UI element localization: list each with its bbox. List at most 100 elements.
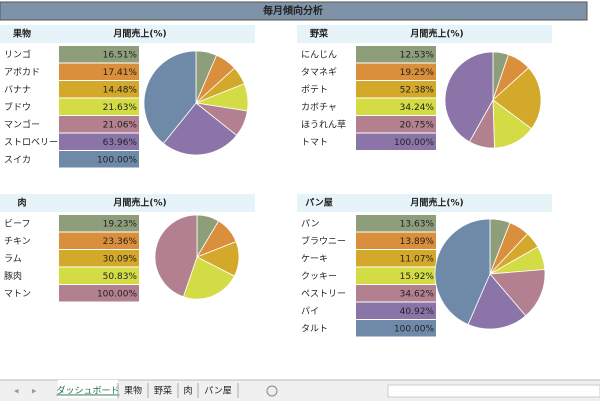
value-text: 19.25% xyxy=(400,68,435,78)
pie-slice xyxy=(467,273,527,330)
row-label: カボチャ xyxy=(301,102,337,113)
value-text: 23.36% xyxy=(103,237,138,247)
row-label: アボカド xyxy=(4,67,40,78)
value-cell xyxy=(59,285,139,302)
column-header: 月間売上(%) xyxy=(112,197,166,209)
panel-name: パン屋 xyxy=(305,197,332,209)
value-text: 16.51% xyxy=(103,50,138,60)
value-cell xyxy=(59,215,139,232)
value-text: 100.00% xyxy=(97,289,137,299)
h-scrollbar[interactable] xyxy=(387,384,600,398)
value-cell xyxy=(356,215,436,232)
value-cell xyxy=(356,232,436,249)
value-cell xyxy=(59,116,139,133)
row-label: トマト xyxy=(301,138,328,148)
value-text: 19.23% xyxy=(103,219,138,229)
row-label: ビーフ xyxy=(4,218,30,229)
value-text: 17.41% xyxy=(103,68,138,78)
row-label: パン xyxy=(301,218,319,229)
sheet-tab[interactable]: パン屋 xyxy=(204,386,231,397)
value-text: 21.63% xyxy=(103,103,138,113)
row-label: ポテト xyxy=(301,84,328,95)
row-label: バナナ xyxy=(4,84,31,95)
row-label: マトン xyxy=(4,289,31,299)
value-text: 14.48% xyxy=(103,85,138,95)
column-header: 月間売上(%) xyxy=(112,28,166,40)
panel-header xyxy=(0,194,255,212)
column-header: 月間売上(%) xyxy=(409,197,463,209)
panel-name: 肉 xyxy=(17,197,26,209)
panel-header xyxy=(0,25,255,43)
value-cell xyxy=(356,320,436,337)
value-text: 13.63% xyxy=(400,219,435,229)
value-text: 20.75% xyxy=(400,120,435,130)
panel-header xyxy=(297,25,552,43)
value-text: 40.92% xyxy=(400,307,435,317)
value-text: 21.06% xyxy=(103,120,138,130)
add-sheet[interactable] xyxy=(266,385,278,397)
panel-name: 果物 xyxy=(12,28,31,40)
value-text: 63.96% xyxy=(103,138,138,148)
row-label: ブドウ xyxy=(4,101,31,113)
value-cell xyxy=(356,133,436,150)
value-text: 15.92% xyxy=(400,272,435,282)
value-cell xyxy=(356,63,436,80)
row-label: スイカ xyxy=(4,154,31,165)
value-cell xyxy=(59,81,139,98)
value-text: 100.00% xyxy=(394,138,434,148)
value-text: 52.38% xyxy=(400,85,435,95)
value-cell xyxy=(59,98,139,115)
value-text: 11.07% xyxy=(400,254,435,264)
value-text: 34.24% xyxy=(400,103,435,113)
value-cell xyxy=(59,46,139,63)
value-cell xyxy=(59,267,139,284)
value-text: 12.53% xyxy=(400,50,435,60)
pie-slice xyxy=(143,50,197,145)
value-cell xyxy=(356,285,436,302)
value-cell xyxy=(59,232,139,249)
pie-slice xyxy=(489,269,546,317)
value-cell xyxy=(356,250,436,267)
value-cell xyxy=(59,63,139,80)
value-text: 100.00% xyxy=(394,324,434,334)
value-cell xyxy=(356,267,436,284)
value-cell xyxy=(356,98,436,115)
row-label: マンゴー xyxy=(4,118,40,130)
value-text: 13.89% xyxy=(400,237,435,247)
pie-slice xyxy=(154,214,198,298)
value-cell xyxy=(59,250,139,267)
value-text: 100.00% xyxy=(97,155,137,165)
sheet-tab-active[interactable] xyxy=(58,380,118,398)
sheet-tab[interactable]: 果物 xyxy=(124,385,142,397)
row-label: クッキー xyxy=(301,271,337,282)
row-label: ブラウニー xyxy=(301,235,346,247)
value-cell xyxy=(59,151,139,168)
sheet-tab[interactable]: 野菜 xyxy=(154,385,172,397)
panel-header xyxy=(297,194,552,212)
sheet-title: 毎月傾向分析 xyxy=(263,4,323,17)
value-cell xyxy=(356,302,436,319)
pie-slice xyxy=(162,102,238,156)
row-label: ペストリー xyxy=(301,289,346,299)
pie-slice xyxy=(434,218,491,325)
panel-name: 野菜 xyxy=(310,28,329,40)
sheet-tab[interactable]: ダッシュボード xyxy=(56,385,119,397)
row-label: パイ xyxy=(301,306,319,317)
title-bar xyxy=(0,1,588,21)
row-label: チキン xyxy=(4,236,31,247)
row-label: 豚肉 xyxy=(4,270,22,282)
pie-slice xyxy=(444,51,494,143)
value-text: 50.83% xyxy=(103,272,138,282)
value-text: 34.62% xyxy=(400,289,435,299)
row-label: ほうれん草 xyxy=(301,118,346,130)
sheet-tab[interactable]: 肉 xyxy=(183,385,192,397)
value-cell xyxy=(59,133,139,150)
scroll-right[interactable]: ▸ xyxy=(32,387,37,397)
value-cell xyxy=(356,81,436,98)
column-header: 月間売上(%) xyxy=(409,28,463,40)
value-cell xyxy=(356,116,436,133)
row-label: ラム xyxy=(4,253,22,264)
row-label: ストロベリー xyxy=(4,138,58,148)
scroll-left[interactable]: ◂ xyxy=(14,387,19,397)
